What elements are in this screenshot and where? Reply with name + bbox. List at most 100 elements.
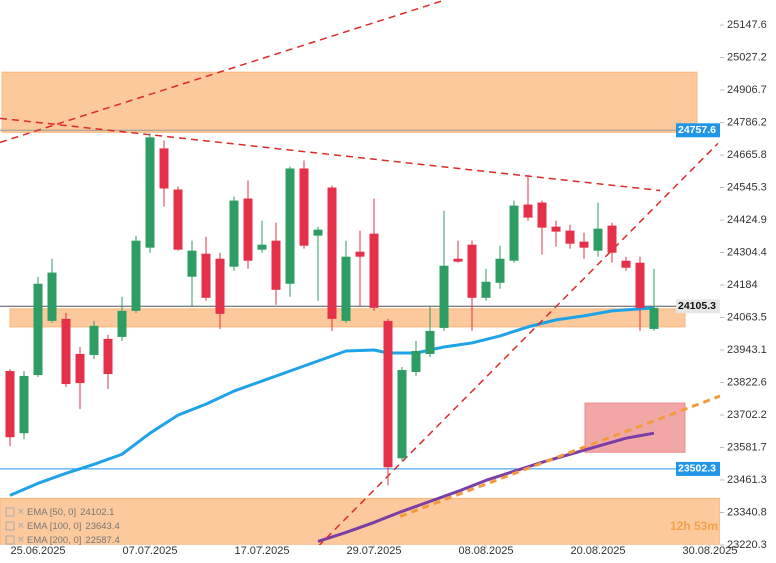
y-tick-label: 24063.5 [727,311,767,323]
legend-value: 24102.1 [80,507,114,518]
candle-body [33,283,43,376]
candle-body [159,148,169,189]
candle-body [537,202,547,228]
y-tick-label: 25147.6 [727,19,767,31]
candle-body [327,187,337,319]
candle-body [565,230,575,244]
legend-close: ✕ [17,520,25,530]
candle-body [635,262,645,308]
candle-body [355,251,365,257]
candle-body [439,265,449,328]
axes: 23220.3 23340.8 23461.3 23581.7 23702.2 23822… [5,19,767,557]
candle-body [509,205,519,261]
trend-line [0,0,446,144]
candle-body [61,318,71,385]
candle-body [75,353,85,384]
trend-line [318,142,719,545]
y-tick-label: 24786.2 [727,116,767,128]
y-tick-label: 23581.7 [727,441,767,453]
legend-entry: EMA [200, 0] 22587.4 [27,535,120,546]
y-tick-label: 25027.2 [727,51,767,63]
candle-body [621,260,631,268]
legend-icon [5,507,15,517]
y-tick-label: 24424.9 [727,214,767,226]
candle-body [383,320,393,468]
price-tag [676,123,720,138]
y-tick-label: 23822.6 [727,376,767,388]
zone [1,71,698,133]
legend-entry: EMA [50, 0] 24102.1 [27,507,114,518]
legend-name: EMA [100, 0] [27,521,81,532]
candle-body [453,258,463,262]
candle-body [187,250,197,277]
trend-line [0,117,661,192]
y-tick-label: 24906.7 [727,84,767,96]
price-tag [676,461,720,476]
candle-body [103,338,113,375]
x-tick-label: 30.08.2025 [682,545,737,557]
legend-icon [5,535,15,545]
legend-icon [5,521,15,531]
candle-body [173,189,183,250]
legend-value: 22587.4 [85,535,119,546]
candle-body [369,233,379,308]
candle-body [19,376,29,434]
candle-body [145,137,155,248]
countdown: 12h 53m [670,519,718,533]
legend-name: EMA [50, 0] [27,507,76,518]
candle-body [257,244,267,250]
price-tag-label: 24105.3 [678,300,716,312]
price-tag-label: 23502.3 [678,463,716,475]
candle-body [579,241,589,248]
candle-body [523,204,533,218]
zone [0,497,720,545]
candle-body [47,272,57,321]
y-tick-label: 24304.4 [727,246,767,258]
candle-body [425,330,435,354]
candle-body [341,256,351,321]
y-tick-label: 24665.8 [727,149,767,161]
y-tick-label: 23340.8 [727,506,767,518]
y-tick-label: 23461.3 [727,474,767,486]
candle-body [285,168,295,284]
candle-body [5,371,15,438]
y-tick-label: 24184 [727,279,758,291]
x-tick-label: 25.06.2025 [10,545,65,557]
candle-body [201,253,211,298]
y-tick-label: 24545.3 [727,181,767,193]
x-tick-label: 29.07.2025 [346,545,401,557]
candle-body [593,228,603,251]
candle-body [243,198,253,261]
candle-body [313,229,323,236]
y-tick-label: 23943.1 [727,344,767,356]
candle-body [649,307,659,329]
candle-body [271,240,281,290]
trend-line [399,394,720,518]
candle-body [481,281,491,298]
candle-body [607,225,617,253]
x-tick-label: 20.08.2025 [570,545,625,557]
legend-name: EMA [200, 0] [27,535,81,546]
candle-body [495,258,505,283]
legend-value: 23643.4 [85,521,119,532]
plot-area [0,0,720,545]
legend-close: ✕ [17,506,25,516]
x-tick-label: 07.07.2025 [122,545,177,557]
candle-body [411,350,421,373]
ema-line [317,431,655,543]
candle-body [551,226,561,232]
price-tag-label: 24757.6 [678,124,716,136]
legend-close: ✕ [17,534,25,544]
x-tick-label: 17.07.2025 [234,545,289,557]
candle-body [467,244,477,298]
ema-line [9,306,655,497]
price-tag [676,299,720,314]
candle-body [215,258,225,314]
candle-body [117,310,127,337]
y-tick-label: 23702.2 [727,409,767,421]
x-tick-label: 08.08.2025 [458,545,513,557]
y-tick-label: 23220.3 [727,539,767,551]
candle-body [229,200,239,267]
legend-entry: EMA [100, 0] 23643.4 [27,521,120,532]
